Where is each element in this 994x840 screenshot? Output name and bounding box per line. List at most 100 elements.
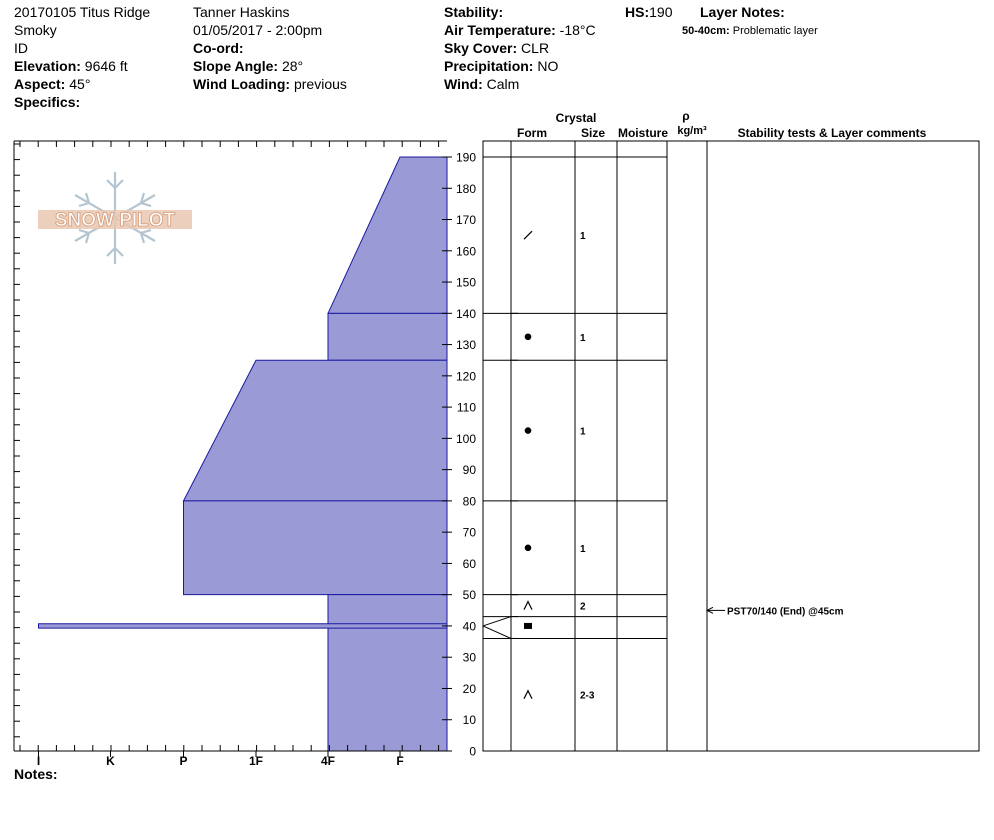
col-density-unit: kg/m³ [677,125,707,137]
hardness-segment [327,156,448,314]
crystal-size-label: 2 [580,602,586,613]
col-rho-header: ρ [682,109,689,123]
col-size-header: Size [581,126,605,140]
elevation-field: Elevation: 9646 ft [14,57,128,75]
col-crystal-header: Crystal [556,111,597,125]
slope-field: Slope Angle: 28° [193,57,303,75]
crystal-size-label: 1 [580,544,586,555]
logo-banner [38,210,192,229]
crystal-size-label: 2-3 [580,691,595,702]
hardness-tick-label: K [106,754,115,768]
col-form-header: Form [517,126,547,140]
crystal-form-decomposing-icon [523,230,533,240]
sky-cover-value: CLR [521,40,550,56]
depth-tick-label: 70 [463,526,477,540]
notes-field: Notes: [14,765,58,783]
hardness-tick-label: 4F [321,754,335,768]
hardness-tick-label: P [179,754,187,768]
layer-table: 1 1 1 1 2 2-3 PST70/140 (End) @45cm [482,140,980,752]
range-name: Smoky [14,22,57,38]
logo-text: SNOW PILOT [55,210,176,231]
stability-test-label: PST70/140 (End) @45cm [727,606,844,617]
wind-value: Calm [486,76,520,92]
wind-loading-field: Wind Loading: previous [193,75,347,93]
depth-tick-label: 30 [463,651,477,665]
sky-cover-field: Sky Cover: CLR [444,39,549,57]
hardness-segment [38,623,448,629]
hardness-profile [38,156,448,752]
notes-label: Notes: [14,766,58,782]
hardness-tick-label: F [396,754,403,768]
air-temp-field: Air Temperature: -18°C [444,21,596,39]
wind-label: Wind: [444,76,483,92]
observer-name: Tanner Haskins [193,4,290,20]
depth-tick-label: 100 [456,432,476,446]
air-temp-label: Air Temperature: [444,22,556,38]
wind-field: Wind: Calm [444,75,519,93]
depth-tick-label: 0 [469,745,476,759]
precip-label: Precipitation: [444,58,534,74]
crystal-form-precipitation-icon [524,427,532,434]
hardness-tick-label: I [37,754,40,768]
depth-tick-label: 90 [463,463,477,477]
depth-tick-label: 150 [456,276,476,290]
layer-note-depth: 50-40cm: [682,25,730,37]
slope-value: 28° [281,58,304,74]
hardness-segment [183,500,448,596]
depth-tick-label: 80 [463,494,477,508]
hs-value: 190 [649,4,673,20]
depth-tick-label: 180 [456,182,476,196]
crystal-size-label: 1 [580,231,586,242]
depth-tick-label: 110 [457,401,476,415]
crystal-form-melt-icon [524,622,532,629]
layer-connector [482,625,512,639]
depth-tick-label: 140 [456,307,476,321]
depth-tick-label: 170 [456,213,476,227]
crystal-size-label: 1 [580,333,586,344]
aspect-value: 45° [69,76,91,92]
chart-frame: I K P 1F 4F F 0 10 20 30 40 50 60 70 80 90 100 110 120 130 1… [13,140,477,768]
col-moisture-header: Moisture [618,126,668,140]
depth-tick-label: 120 [456,369,476,383]
precip-value: NO [537,58,559,74]
layer-note-text: Problematic layer [732,25,818,37]
coord-label: Co-ord: [193,40,244,56]
depth-tick-label: 130 [456,338,476,352]
layer-notes-field: Layer Notes: [700,3,785,21]
crystal-size-label: 1 [580,427,586,438]
depth-tick-label: 160 [456,244,476,258]
depth-tick-label: 40 [463,619,477,633]
hs-field: HS:190 [625,3,672,21]
depth-tick-label: 60 [463,557,477,571]
crystal-form-facet-icon [523,689,533,699]
precip-field: Precipitation: NO [444,57,558,75]
hardness-segment [182,359,448,502]
depth-tick-label: 20 [463,682,477,696]
specifics-label: Specifics: [14,94,81,110]
crystal-form-precipitation-icon [524,333,532,341]
sky-cover-label: Sky Cover: [444,40,518,56]
depth-tick-label: 50 [463,588,477,602]
hardness-tick-label: 1F [249,754,263,768]
air-temp-value: -18°C [559,22,596,38]
col-stability-header: Stability tests & Layer comments [738,126,927,140]
elevation-label: Elevation: [14,58,81,74]
wind-loading-label: Wind Loading: [193,76,291,92]
hs-label: HS: [625,4,650,20]
coord-field: Co-ord: [193,39,244,57]
aspect-label: Aspect: [14,76,66,92]
site-name: 20170105 Titus Ridge [14,4,151,20]
observation-datetime: 01/05/2017 - 2:00pm [193,22,323,38]
crystal-form-precipitation-icon [524,544,532,552]
test-arrow-head-icon [705,606,714,614]
elevation-value: 9646 ft [84,58,128,74]
wind-loading-value: previous [293,76,347,92]
aspect-field: Aspect: 45° [14,75,90,93]
crystal-form-facet-icon [523,600,533,610]
hardness-segment [327,312,448,361]
slope-label: Slope Angle: [193,58,279,74]
depth-tick-label: 10 [463,713,477,727]
depth-tick-label: 190 [456,151,476,165]
stability-field: Stability: [444,3,503,21]
